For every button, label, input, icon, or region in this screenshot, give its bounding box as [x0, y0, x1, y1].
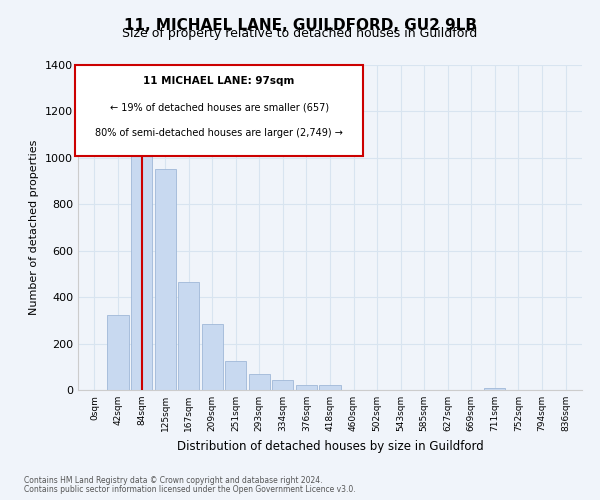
Y-axis label: Number of detached properties: Number of detached properties	[29, 140, 40, 315]
Bar	[249, 374, 270, 390]
Text: Contains public sector information licensed under the Open Government Licence v3: Contains public sector information licen…	[24, 485, 356, 494]
Bar	[319, 386, 341, 390]
Bar	[131, 131, 152, 390]
Text: Size of property relative to detached houses in Guildford: Size of property relative to detached ho…	[122, 28, 478, 40]
Bar	[225, 361, 247, 390]
Text: 11, MICHAEL LANE, GUILDFORD, GU2 9LB: 11, MICHAEL LANE, GUILDFORD, GU2 9LB	[124, 18, 476, 32]
Bar	[296, 386, 317, 390]
Text: ← 19% of detached houses are smaller (657): ← 19% of detached houses are smaller (65…	[110, 102, 329, 113]
Bar	[202, 324, 223, 390]
Bar	[484, 388, 505, 390]
Text: 11 MICHAEL LANE: 97sqm: 11 MICHAEL LANE: 97sqm	[143, 76, 295, 86]
Bar	[272, 380, 293, 390]
X-axis label: Distribution of detached houses by size in Guildford: Distribution of detached houses by size …	[176, 440, 484, 452]
Text: 80% of semi-detached houses are larger (2,749) →: 80% of semi-detached houses are larger (…	[95, 128, 343, 138]
Bar	[107, 314, 128, 390]
Text: Contains HM Land Registry data © Crown copyright and database right 2024.: Contains HM Land Registry data © Crown c…	[24, 476, 323, 485]
FancyBboxPatch shape	[76, 65, 363, 156]
Bar	[155, 170, 176, 390]
Bar	[178, 282, 199, 390]
